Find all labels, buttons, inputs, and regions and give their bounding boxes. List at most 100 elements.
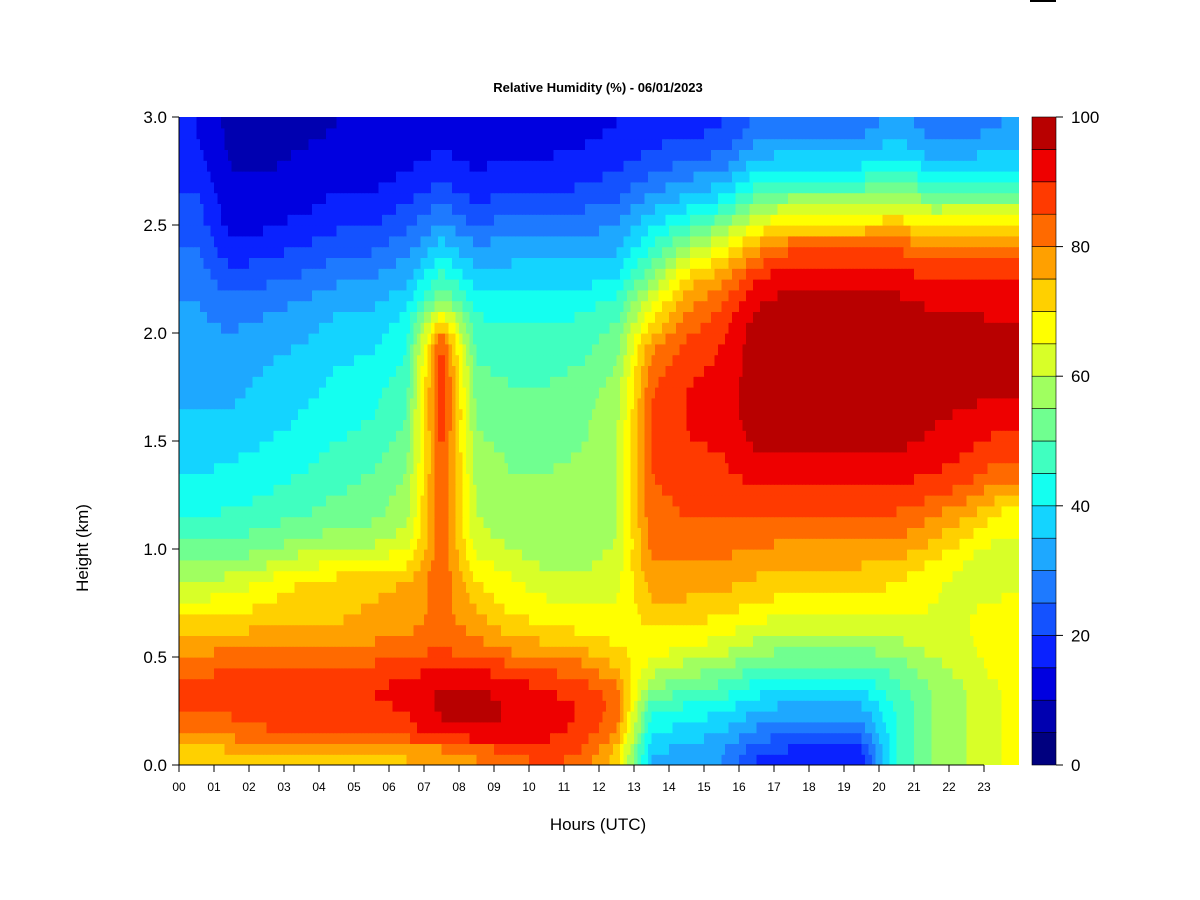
heatmap-cell bbox=[431, 603, 436, 615]
heatmap-cell bbox=[938, 635, 943, 647]
heatmap-cell bbox=[945, 603, 950, 615]
heatmap-cell bbox=[508, 592, 513, 604]
heatmap-cell bbox=[427, 754, 432, 765]
heatmap-cell bbox=[557, 646, 562, 658]
heatmap-cell bbox=[826, 689, 831, 701]
heatmap-cell bbox=[581, 700, 586, 712]
heatmap-cell bbox=[322, 624, 327, 636]
heatmap-cell bbox=[434, 538, 439, 550]
heatmap-cell bbox=[501, 549, 506, 561]
heatmap-cell bbox=[735, 700, 740, 712]
heatmap-cell bbox=[732, 570, 737, 582]
heatmap-cell bbox=[312, 700, 317, 712]
heatmap-cell bbox=[312, 635, 317, 647]
heatmap-cell bbox=[980, 678, 985, 690]
heatmap-cell bbox=[1015, 732, 1019, 744]
heatmap-cell bbox=[529, 635, 534, 647]
heatmap-cell bbox=[952, 549, 957, 561]
heatmap-cell bbox=[910, 667, 915, 680]
heatmap-cell bbox=[879, 721, 884, 734]
heatmap-cell bbox=[830, 754, 835, 765]
heatmap-cell bbox=[812, 613, 817, 626]
heatmap-cell bbox=[861, 538, 866, 550]
heatmap-cell bbox=[476, 711, 481, 723]
heatmap-cell bbox=[760, 570, 765, 582]
heatmap-cell bbox=[238, 711, 243, 723]
heatmap-cell bbox=[616, 549, 621, 561]
heatmap-cell bbox=[851, 667, 856, 680]
heatmap-cell bbox=[998, 721, 1003, 734]
heatmap-cell bbox=[350, 754, 355, 765]
heatmap-cell bbox=[417, 732, 422, 744]
heatmap-cell bbox=[844, 581, 849, 593]
heatmap-cell bbox=[679, 678, 684, 690]
heatmap-cell bbox=[700, 667, 705, 680]
heatmap-cell bbox=[739, 624, 744, 636]
heatmap-cell bbox=[837, 581, 842, 593]
heatmap-cell bbox=[389, 721, 394, 734]
heatmap-cell bbox=[714, 635, 719, 647]
heatmap-cell bbox=[896, 559, 901, 572]
heatmap-cell bbox=[998, 646, 1003, 658]
heatmap-cell bbox=[543, 667, 548, 680]
heatmap-cell bbox=[774, 711, 779, 723]
heatmap-cell bbox=[637, 624, 642, 636]
heatmap-cell bbox=[287, 689, 292, 701]
heatmap-cell bbox=[767, 538, 772, 550]
heatmap-cell bbox=[711, 743, 716, 755]
heatmap-cell bbox=[221, 721, 226, 734]
heatmap-cell bbox=[588, 689, 593, 701]
heatmap-cell bbox=[238, 678, 243, 690]
heatmap-cell bbox=[634, 538, 639, 550]
heatmap-cell bbox=[581, 732, 586, 744]
heatmap-cell bbox=[280, 570, 285, 582]
heatmap-cell bbox=[767, 603, 772, 615]
heatmap-cell bbox=[868, 657, 873, 669]
heatmap-cell bbox=[203, 700, 208, 712]
heatmap-cell bbox=[588, 732, 593, 744]
heatmap-cell bbox=[833, 732, 838, 744]
heatmap-cell bbox=[294, 678, 299, 690]
heatmap-cell bbox=[249, 657, 254, 669]
heatmap-cell bbox=[882, 549, 887, 561]
heatmap-cell bbox=[217, 689, 222, 701]
heatmap-cell bbox=[973, 559, 978, 572]
heatmap-cell bbox=[294, 538, 299, 550]
heatmap-cell bbox=[231, 689, 236, 701]
heatmap-cell bbox=[669, 721, 674, 734]
heatmap-cell bbox=[637, 667, 642, 680]
heatmap-cell bbox=[599, 678, 604, 690]
heatmap-cell bbox=[707, 592, 712, 604]
heatmap-cell bbox=[966, 559, 971, 572]
heatmap-cell bbox=[651, 635, 656, 647]
heatmap-cell bbox=[585, 635, 590, 647]
heatmap-cell bbox=[613, 559, 618, 572]
heatmap-cell bbox=[945, 581, 950, 593]
heatmap-cell bbox=[903, 657, 908, 669]
chart-title: Relative Humidity (%) - 06/01/2023 bbox=[493, 80, 703, 95]
heatmap-cell bbox=[872, 657, 877, 669]
heatmap-cell bbox=[616, 711, 621, 723]
heatmap-cell bbox=[994, 732, 999, 744]
heatmap-cell bbox=[224, 581, 229, 593]
heatmap-cell bbox=[231, 678, 236, 690]
heatmap-cell bbox=[606, 754, 611, 765]
heatmap-cell bbox=[602, 592, 607, 604]
heatmap-cell bbox=[949, 743, 954, 755]
heatmap-cell bbox=[284, 689, 289, 701]
heatmap-cell bbox=[592, 678, 597, 690]
heatmap-cell bbox=[364, 559, 369, 572]
heatmap-cell bbox=[718, 754, 723, 765]
heatmap-cell bbox=[441, 700, 446, 712]
heatmap-cell bbox=[672, 678, 677, 690]
heatmap-cell bbox=[620, 721, 625, 734]
heatmap-cell bbox=[560, 721, 565, 734]
heatmap-cell bbox=[368, 613, 373, 626]
heatmap-cell bbox=[760, 732, 765, 744]
heatmap-cell bbox=[984, 581, 989, 593]
heatmap-cell bbox=[315, 667, 320, 680]
heatmap-cell bbox=[606, 689, 611, 701]
heatmap-cell bbox=[728, 581, 733, 593]
heatmap-cell bbox=[588, 754, 593, 765]
heatmap-cell bbox=[385, 754, 390, 765]
